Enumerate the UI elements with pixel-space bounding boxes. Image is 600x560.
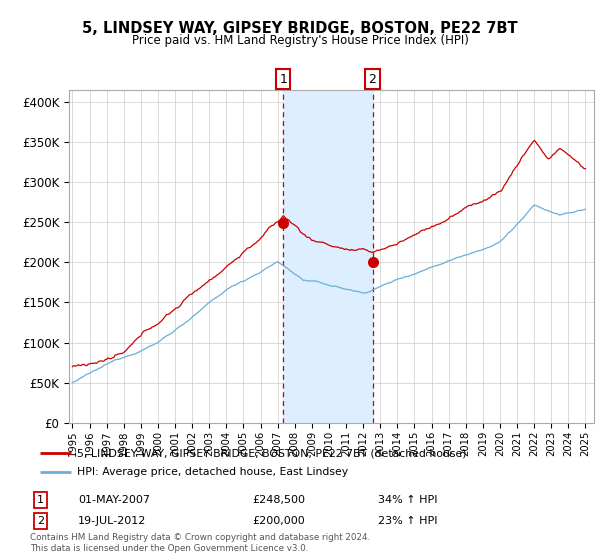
Text: 2: 2: [368, 73, 376, 86]
Bar: [283, 90, 373, 423]
Text: 2: 2: [37, 516, 44, 526]
Text: HPI: Average price, detached house, East Lindsey: HPI: Average price, detached house, East…: [77, 467, 348, 477]
Text: £200,000: £200,000: [252, 516, 305, 526]
Text: £248,500: £248,500: [252, 495, 305, 505]
Text: 5, LINDSEY WAY, GIPSEY BRIDGE, BOSTON, PE22 7BT: 5, LINDSEY WAY, GIPSEY BRIDGE, BOSTON, P…: [82, 21, 518, 36]
Text: 19-JUL-2012: 19-JUL-2012: [78, 516, 146, 526]
Text: 01-MAY-2007: 01-MAY-2007: [78, 495, 150, 505]
Text: 5, LINDSEY WAY, GIPSEY BRIDGE, BOSTON, PE22 7BT (detached house): 5, LINDSEY WAY, GIPSEY BRIDGE, BOSTON, P…: [77, 449, 466, 458]
Text: 1: 1: [280, 73, 287, 86]
Text: 34% ↑ HPI: 34% ↑ HPI: [378, 495, 437, 505]
Text: 23% ↑ HPI: 23% ↑ HPI: [378, 516, 437, 526]
Text: Price paid vs. HM Land Registry's House Price Index (HPI): Price paid vs. HM Land Registry's House …: [131, 34, 469, 47]
Text: 1: 1: [37, 495, 44, 505]
Text: Contains HM Land Registry data © Crown copyright and database right 2024.
This d: Contains HM Land Registry data © Crown c…: [30, 533, 370, 553]
